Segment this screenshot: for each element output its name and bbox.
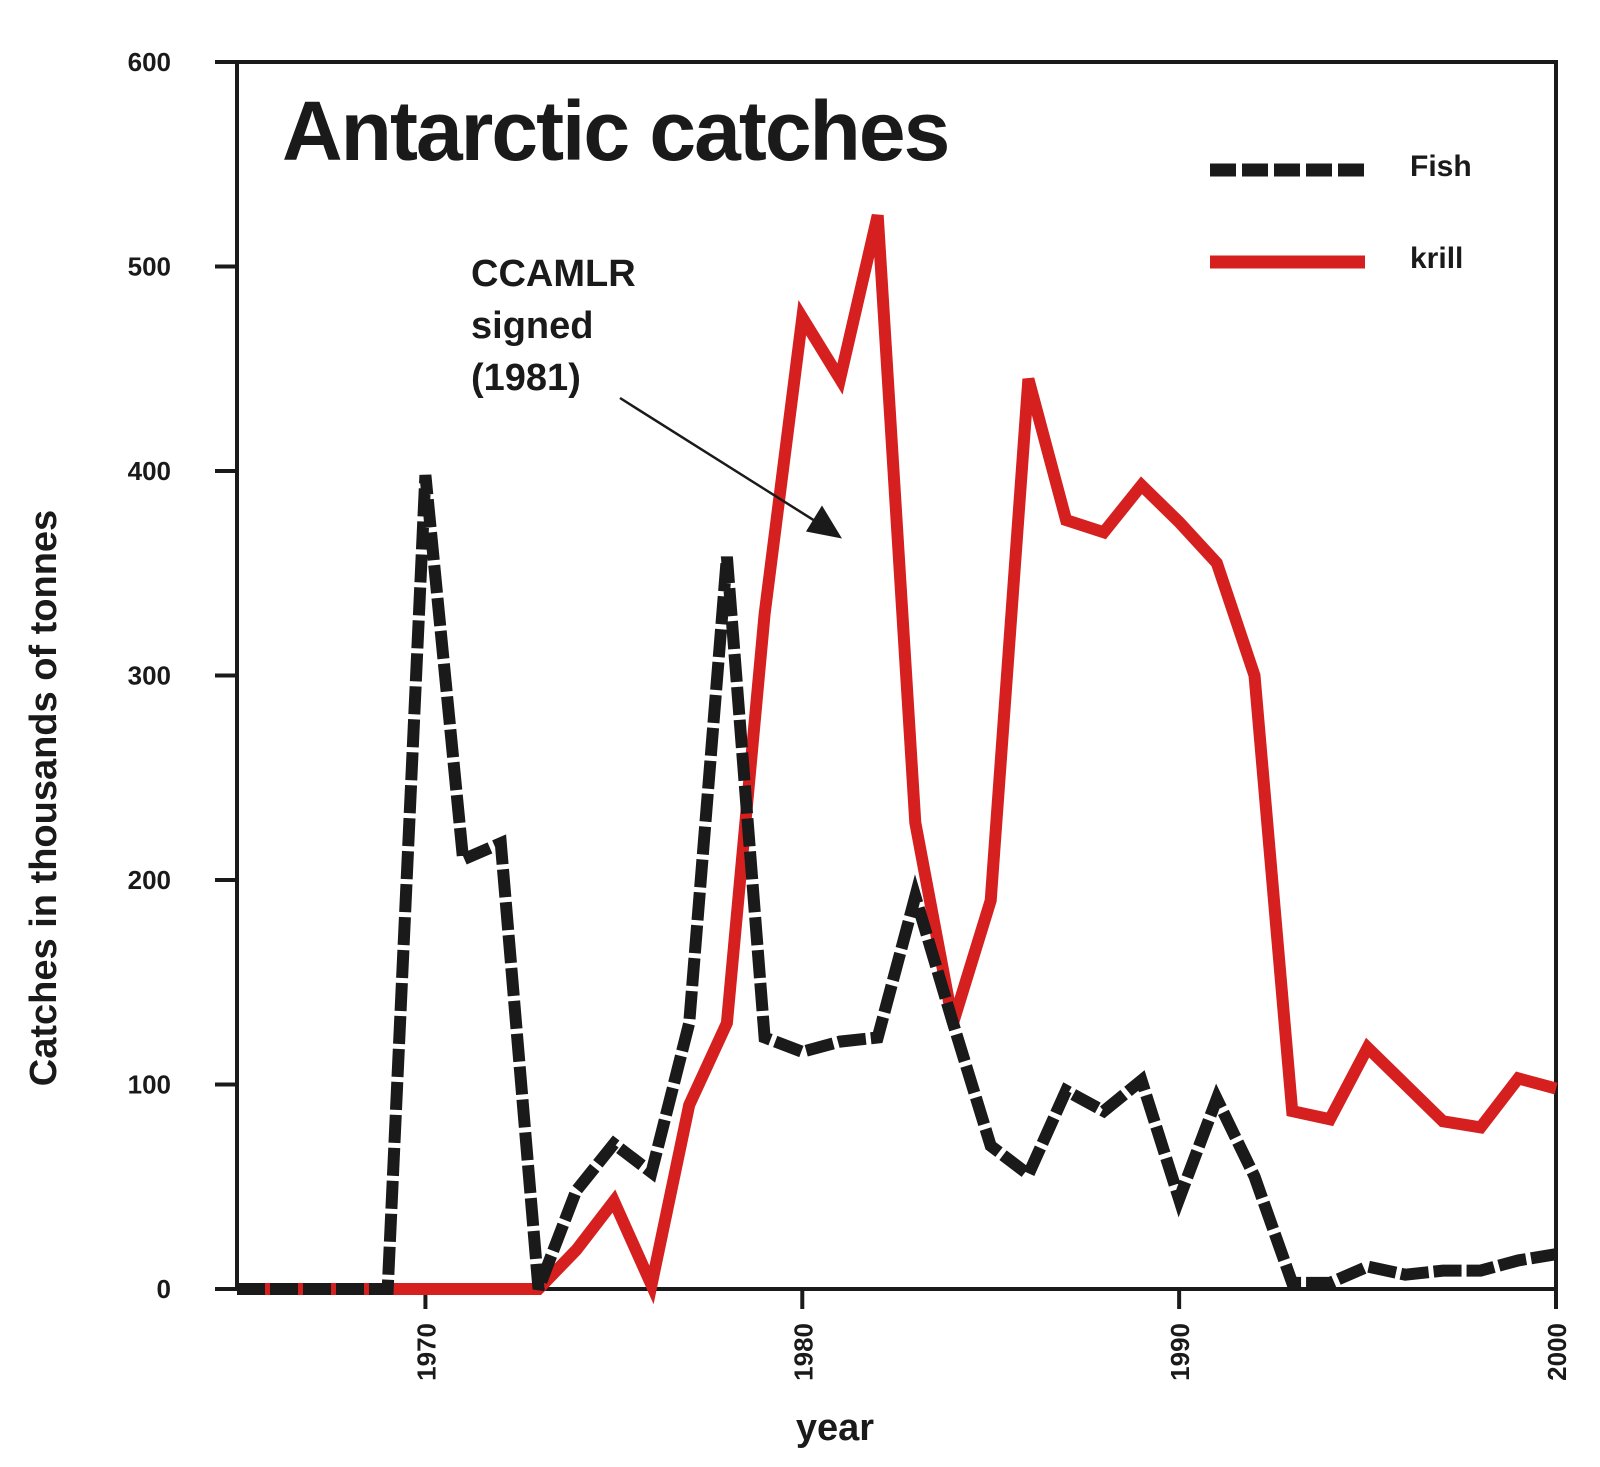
annotation-line-1: CCAMLR xyxy=(471,253,636,295)
ccamlr-annotation: CCAMLR signed (1981) xyxy=(471,253,842,539)
y-tick-label: 400 xyxy=(128,456,171,486)
plot-border xyxy=(235,60,1558,1291)
annotation-arrow-head xyxy=(805,505,842,539)
x-axis: 1970 1980 1990 2000 xyxy=(411,1289,1572,1381)
annotation-line-2: signed xyxy=(471,305,593,347)
x-tick-label: 1990 xyxy=(1165,1323,1195,1381)
series-line-krill xyxy=(237,214,1558,1305)
y-tick-label: 300 xyxy=(128,661,171,691)
y-tick-label: 0 xyxy=(157,1274,171,1304)
x-tick-label: 1980 xyxy=(788,1323,818,1381)
y-tick-label: 200 xyxy=(128,865,171,895)
y-axis-title: Catches in thousands of tonnes xyxy=(23,510,65,1086)
legend-fish-label: Fish xyxy=(1410,150,1472,183)
y-tick-label: 600 xyxy=(128,47,171,77)
series-layer xyxy=(237,214,1558,1305)
x-tick-label: 2000 xyxy=(1542,1323,1572,1381)
y-axis: 0 100 200 300 400 500 600 xyxy=(128,47,237,1304)
legend: Fish krill xyxy=(1210,150,1472,275)
legend-krill-label: krill xyxy=(1410,242,1463,275)
x-tick-label: 1970 xyxy=(411,1323,441,1381)
y-tick-label: 100 xyxy=(128,1070,171,1100)
annotation-arrow-line xyxy=(619,396,839,537)
chart-title: Antarctic catches xyxy=(282,84,948,178)
annotation-line-3: (1981) xyxy=(471,357,581,399)
y-tick-label: 500 xyxy=(128,252,171,282)
series-line-fish xyxy=(237,474,1557,1295)
x-axis-title: year xyxy=(796,1407,874,1449)
